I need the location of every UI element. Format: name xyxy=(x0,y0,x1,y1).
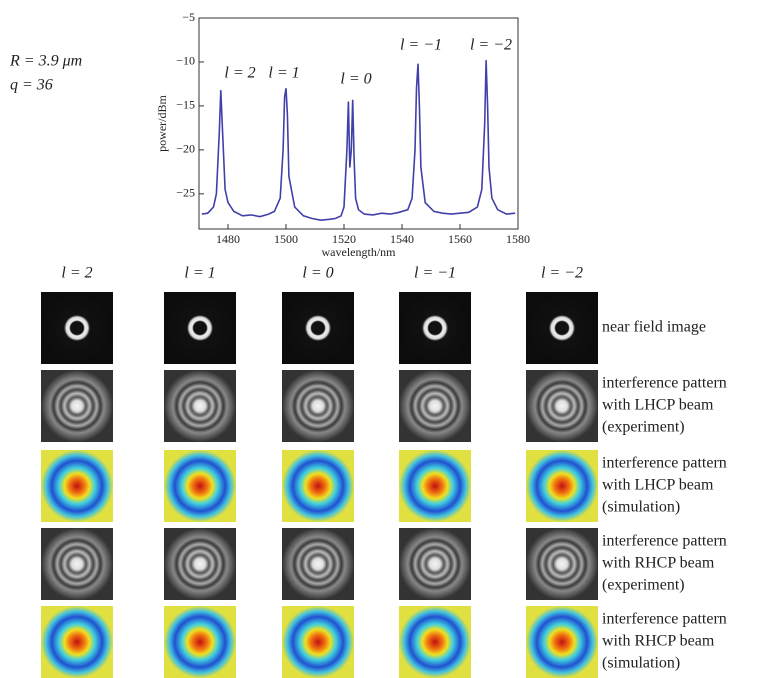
panel-image xyxy=(526,370,598,442)
figure: −25 −20 −15 −10 −5 1480 1500 1520 1540 1560 1580 wa… xyxy=(0,0,772,678)
panel-image xyxy=(526,292,598,364)
panel-image xyxy=(399,370,471,442)
column-header: l = 0 xyxy=(302,265,333,282)
y-axis-label: power/dBm xyxy=(155,95,169,152)
panel-image xyxy=(526,606,598,678)
panel-image xyxy=(282,292,354,364)
panel-image xyxy=(41,606,113,678)
peak-label: l = −2 xyxy=(470,37,512,54)
y-tick-label: −5 xyxy=(182,10,195,24)
row-label: with LHCP beam xyxy=(602,477,714,494)
row-label: near field image xyxy=(602,319,706,336)
x-tick-label: 1520 xyxy=(332,232,356,246)
annotation: q = 36 xyxy=(10,77,53,94)
row-label: with RHCP beam xyxy=(602,555,715,572)
annotation: R = 3.9 μm xyxy=(9,53,82,70)
panel-image xyxy=(282,450,354,522)
row-label: (simulation) xyxy=(602,655,680,672)
y-tick-label: −10 xyxy=(176,54,195,68)
panel-image xyxy=(399,528,471,600)
peak-label: l = 0 xyxy=(340,71,371,88)
row-label: interference pattern xyxy=(602,375,727,392)
x-tick-label: 1560 xyxy=(448,232,472,246)
row-label: (experiment) xyxy=(602,577,685,594)
panel-image xyxy=(399,606,471,678)
x-tick-label: 1480 xyxy=(216,232,240,246)
panel-image xyxy=(282,370,354,442)
column-header: l = 1 xyxy=(184,265,215,282)
peak-label: l = 2 xyxy=(224,65,255,82)
panel-image xyxy=(41,370,113,442)
row-label: with LHCP beam xyxy=(602,397,714,414)
y-tick-label: −20 xyxy=(176,142,195,156)
y-tick-label: −15 xyxy=(176,98,195,112)
row-label: interference pattern xyxy=(602,533,727,550)
panel-image xyxy=(526,450,598,522)
panel-image xyxy=(164,450,236,522)
x-tick-label: 1580 xyxy=(506,232,530,246)
row-label: interference pattern xyxy=(602,611,727,628)
column-header: l = 2 xyxy=(61,265,92,282)
row-label: with RHCP beam xyxy=(602,633,715,650)
row-label: (experiment) xyxy=(602,419,685,436)
column-header: l = −1 xyxy=(414,265,456,282)
panel-image xyxy=(164,528,236,600)
x-tick-label: 1540 xyxy=(390,232,414,246)
x-tick-label: 1500 xyxy=(274,232,298,246)
panel-image xyxy=(41,292,113,364)
panel-image xyxy=(164,370,236,442)
panel-image xyxy=(41,450,113,522)
panel-image xyxy=(526,528,598,600)
row-label: (simulation) xyxy=(602,499,680,516)
x-axis-label: wavelength/nm xyxy=(322,245,397,259)
panel-image xyxy=(41,528,113,600)
peak-label: l = −1 xyxy=(400,37,442,54)
panel-image xyxy=(399,450,471,522)
column-header: l = −2 xyxy=(541,265,583,282)
y-tick-label: −25 xyxy=(176,186,195,200)
panel-image xyxy=(282,528,354,600)
panel-image xyxy=(164,292,236,364)
panel-image xyxy=(164,606,236,678)
peak-label: l = 1 xyxy=(268,65,299,82)
panel-image xyxy=(282,606,354,678)
row-label: interference pattern xyxy=(602,455,727,472)
panel-image xyxy=(399,292,471,364)
